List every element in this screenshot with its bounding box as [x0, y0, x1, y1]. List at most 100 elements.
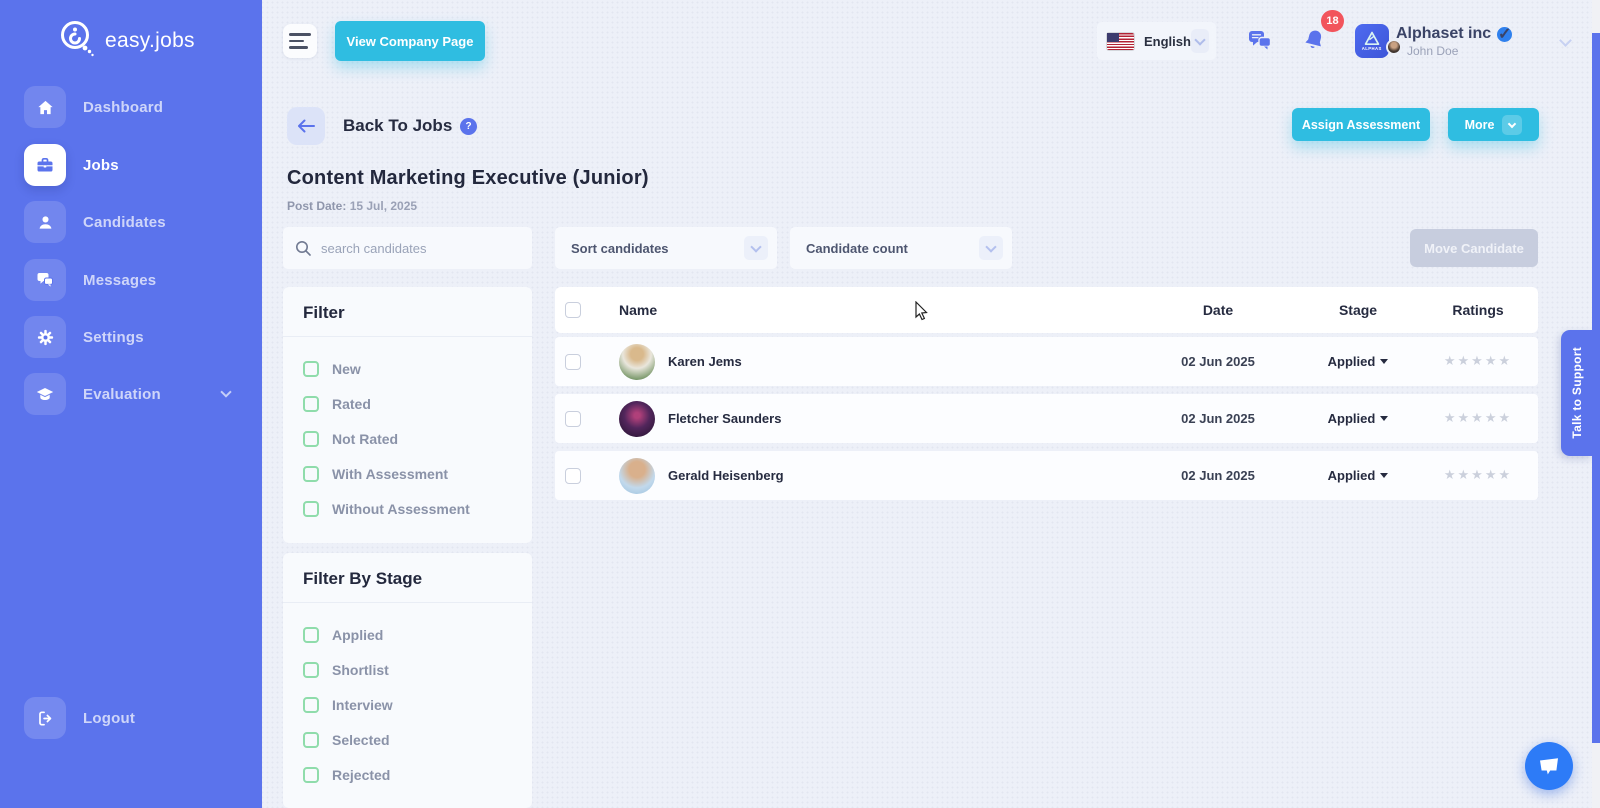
- filter-option-without-assessment[interactable]: Without Assessment: [303, 491, 512, 526]
- stage-dropdown[interactable]: Applied: [1328, 354, 1389, 369]
- stage-option-selected[interactable]: Selected: [303, 722, 512, 757]
- checkbox[interactable]: [303, 626, 319, 643]
- candidate-count-select[interactable]: Candidate count: [790, 227, 1012, 269]
- alphaset-logo-icon: [1364, 31, 1380, 46]
- sidebar-item-label: Dashboard: [83, 98, 164, 116]
- gear-icon: [24, 316, 66, 358]
- hamburger-icon: [289, 33, 311, 36]
- logout-label: Logout: [83, 709, 136, 727]
- row-checkbox[interactable]: [565, 410, 581, 427]
- graduation-cap-icon: [24, 373, 66, 415]
- checkbox[interactable]: [303, 766, 319, 783]
- candidate-name[interactable]: Karen Jems: [668, 354, 742, 369]
- language-chevron[interactable]: [1190, 29, 1209, 53]
- scrollbar[interactable]: [1592, 0, 1600, 808]
- search-icon: [296, 240, 311, 256]
- move-candidate-button[interactable]: Move Candidate: [1410, 229, 1538, 267]
- scrollbar-thumb[interactable]: [1592, 33, 1600, 743]
- candidate-name[interactable]: Fletcher Saunders: [668, 411, 782, 426]
- table-row[interactable]: Fletcher Saunders 02 Jun 2025 Applied ★★…: [555, 394, 1538, 443]
- back-button[interactable]: [287, 107, 325, 145]
- assign-assessment-button[interactable]: Assign Assessment: [1292, 108, 1430, 141]
- checkbox[interactable]: [303, 430, 319, 447]
- checkbox[interactable]: [303, 500, 319, 517]
- candidate-name[interactable]: Gerald Heisenberg: [668, 468, 784, 483]
- sort-candidates-select[interactable]: Sort candidates: [555, 227, 777, 269]
- sidebar-item-label: Messages: [83, 271, 157, 289]
- row-checkbox[interactable]: [565, 353, 581, 370]
- language-selector[interactable]: English: [1097, 22, 1216, 60]
- user-avatar: [1386, 39, 1402, 55]
- rating-stars[interactable]: ★★★★★: [1443, 468, 1513, 483]
- column-stage: Stage: [1338, 302, 1378, 318]
- stage-dropdown[interactable]: Applied: [1328, 411, 1389, 426]
- filter-option-not-rated[interactable]: Not Rated: [303, 421, 512, 456]
- filter-option-rated[interactable]: Rated: [303, 386, 512, 421]
- sidebar-item-candidates[interactable]: Candidates: [24, 201, 240, 243]
- sidebar-item-jobs[interactable]: Jobs: [24, 144, 240, 186]
- column-date: Date: [1202, 302, 1234, 318]
- sidebar-item-label: Settings: [83, 328, 144, 346]
- user-icon: [24, 201, 66, 243]
- sidebar-item-settings[interactable]: Settings: [24, 316, 240, 358]
- sidebar-item-label: Jobs: [83, 156, 119, 174]
- checkbox[interactable]: [303, 360, 319, 377]
- stage-option-shortlist[interactable]: Shortlist: [303, 652, 512, 687]
- checkbox[interactable]: [303, 731, 319, 748]
- sidebar: easy.jobs Dashboard Jobs: [0, 0, 262, 808]
- user-name: John Doe: [1407, 44, 1459, 58]
- candidate-date: 02 Jun 2025: [1181, 411, 1255, 426]
- stage-option-interview[interactable]: Interview: [303, 687, 512, 722]
- view-company-page-button[interactable]: View Company Page: [335, 21, 485, 61]
- stage-dropdown[interactable]: Applied: [1328, 468, 1389, 483]
- sort-label: Sort candidates: [571, 240, 669, 256]
- logout-button[interactable]: Logout: [24, 697, 240, 739]
- filter-option-new[interactable]: New: [303, 351, 512, 386]
- chat-widget-button[interactable]: [1525, 742, 1573, 790]
- rating-stars[interactable]: ★★★★★: [1443, 411, 1513, 426]
- briefcase-icon: [24, 144, 66, 186]
- filter-option-with-assessment[interactable]: With Assessment: [303, 456, 512, 491]
- post-date-value: 15 Jul, 2025: [349, 199, 418, 213]
- more-button[interactable]: More: [1448, 108, 1539, 141]
- home-icon: [24, 86, 66, 128]
- checkbox[interactable]: [303, 661, 319, 678]
- search-input[interactable]: [321, 240, 501, 256]
- help-icon[interactable]: ?: [460, 118, 477, 135]
- company-logo-text: ALPHAS: [1361, 46, 1383, 52]
- select-all-checkbox[interactable]: [565, 302, 581, 318]
- chat-bubble-icon: [1540, 758, 1558, 775]
- logout-icon: [24, 697, 66, 739]
- filter-by-stage-panel: Filter By Stage Applied Shortlist Interv…: [283, 553, 532, 808]
- messages-header-button[interactable]: [1246, 28, 1274, 59]
- sidebar-item-messages[interactable]: Messages: [24, 259, 240, 301]
- count-chevron-icon: [979, 236, 1003, 260]
- checkbox[interactable]: [303, 395, 319, 412]
- stage-option-rejected[interactable]: Rejected: [303, 757, 512, 792]
- sidebar-toggle-button[interactable]: [283, 24, 317, 58]
- sidebar-item-evaluation[interactable]: Evaluation: [24, 373, 240, 415]
- table-row[interactable]: Karen Jems 02 Jun 2025 Applied ★★★★★: [555, 337, 1538, 386]
- talk-to-support-tab[interactable]: Talk to Support: [1561, 330, 1592, 456]
- language-label: English: [1144, 33, 1191, 49]
- company-avatar[interactable]: ALPHAS: [1355, 24, 1389, 58]
- notifications-button[interactable]: [1301, 27, 1328, 61]
- sidebar-item-label: Evaluation: [83, 385, 161, 403]
- checkbox[interactable]: [303, 696, 319, 713]
- logo[interactable]: easy.jobs: [56, 17, 195, 64]
- table-row[interactable]: Gerald Heisenberg 02 Jun 2025 Applied ★★…: [555, 451, 1538, 500]
- account-chevron-icon[interactable]: [1559, 34, 1572, 47]
- candidate-date: 02 Jun 2025: [1181, 468, 1255, 483]
- notification-count-badge: 18: [1321, 10, 1344, 32]
- back-to-jobs-label[interactable]: Back To Jobs: [343, 116, 453, 135]
- bell-icon: [1305, 30, 1322, 48]
- more-chevron-icon: [1502, 114, 1523, 135]
- sidebar-item-dashboard[interactable]: Dashboard: [24, 86, 240, 128]
- rating-stars[interactable]: ★★★★★: [1443, 354, 1513, 369]
- checkbox[interactable]: [303, 465, 319, 482]
- row-checkbox[interactable]: [565, 467, 581, 484]
- stage-option-applied[interactable]: Applied: [303, 617, 512, 652]
- count-label: Candidate count: [806, 240, 908, 256]
- account-menu[interactable]: Alphaset inc ✓: [1396, 25, 1513, 43]
